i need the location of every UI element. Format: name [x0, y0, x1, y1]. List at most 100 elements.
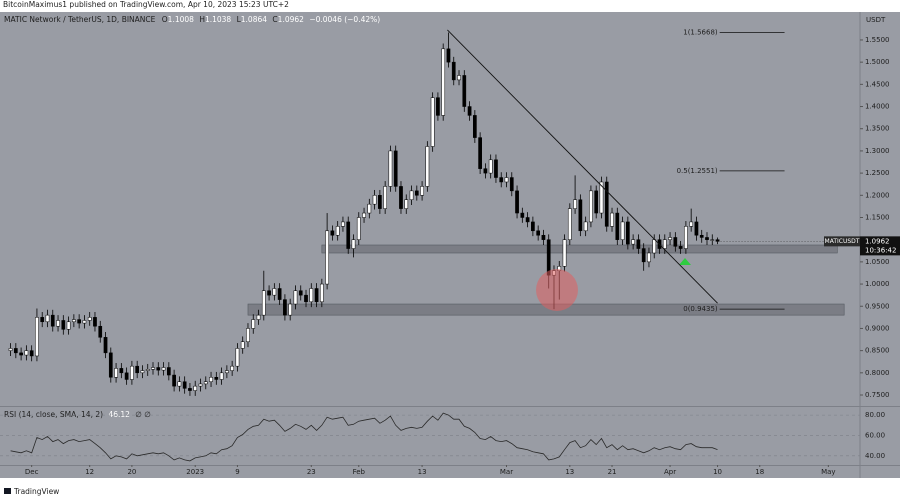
candle-body — [531, 221, 535, 232]
candle-body — [583, 221, 588, 232]
candle-body — [341, 221, 345, 227]
x-tick-label: May — [821, 468, 835, 476]
candle-body — [346, 221, 351, 249]
candle-body — [647, 252, 651, 263]
candle-body — [404, 199, 409, 209]
rsi-line — [10, 412, 718, 462]
candle-body — [283, 299, 287, 316]
candle-body — [488, 159, 493, 174]
candle-body — [135, 365, 140, 374]
ohlc-key: O — [162, 15, 168, 24]
candle-body — [288, 303, 293, 316]
footer: TradingView — [13, 487, 59, 496]
candle-body — [525, 217, 530, 223]
candle-body — [8, 348, 13, 351]
candle-body — [330, 230, 335, 236]
x-tick-label: 21 — [608, 468, 617, 476]
candle-body — [652, 239, 657, 254]
candle-body — [13, 348, 18, 354]
candle-body — [399, 186, 403, 209]
candle-body — [509, 177, 514, 192]
candle-body — [277, 288, 282, 300]
candle-body — [378, 195, 382, 209]
candle-body — [478, 137, 482, 169]
candle-body — [35, 317, 39, 357]
candle-body — [388, 150, 393, 187]
ohlc-key: C — [272, 15, 277, 24]
candle-body — [177, 381, 182, 387]
candle-body — [699, 234, 704, 238]
candle-body — [219, 372, 224, 380]
x-tick-label: 12 — [85, 468, 94, 476]
candle-body — [436, 97, 440, 116]
candle-body — [108, 352, 113, 378]
symbol-tag — [824, 236, 860, 247]
candle-body — [430, 97, 435, 147]
candle-body — [309, 288, 314, 303]
candle-body — [420, 186, 424, 196]
arrow — [679, 258, 691, 265]
candle-body — [87, 317, 92, 321]
ohlc-value: 1.1008 — [168, 15, 194, 24]
candle-body — [272, 288, 277, 296]
x-tick-label: 23 — [307, 468, 316, 476]
currency: USDT — [866, 16, 886, 24]
highlight-circle — [536, 269, 578, 311]
candle-body — [515, 190, 519, 214]
candle-body — [151, 367, 155, 370]
candle-body — [383, 186, 388, 209]
candle-body — [710, 239, 715, 241]
candle-body — [610, 212, 614, 227]
candle-body — [161, 367, 166, 371]
countdown: 10:36:42 — [865, 246, 896, 254]
price-tag-label: 1.0962 — [865, 237, 890, 245]
candle-body — [198, 383, 203, 387]
candle-body — [636, 239, 641, 249]
candle-body — [314, 288, 319, 303]
candle-body — [567, 208, 572, 240]
candle-body — [45, 314, 50, 323]
candle-body — [256, 314, 261, 320]
y-tick-label: 1.3500 — [865, 125, 890, 133]
candle-body — [356, 217, 361, 240]
candle-body — [172, 374, 176, 387]
candle-body — [668, 237, 672, 240]
candle-body — [504, 177, 509, 183]
candle-body — [414, 190, 419, 196]
candle-body — [267, 290, 271, 296]
candle-body — [325, 230, 329, 285]
logo — [4, 488, 11, 494]
y-tick-label: 1.4500 — [865, 80, 890, 88]
candle-body — [604, 181, 609, 227]
candle-body — [246, 328, 250, 343]
candle-body — [673, 237, 678, 247]
rsi-value: 46.12 — [108, 410, 130, 419]
candle-body — [351, 239, 356, 249]
trendline — [447, 29, 718, 304]
candle-body — [562, 239, 567, 267]
candle-body — [462, 75, 467, 107]
candle-body — [166, 367, 171, 376]
candle-body — [72, 319, 76, 323]
candle-body — [631, 239, 635, 245]
candle-body — [367, 203, 372, 214]
candle-body — [119, 368, 124, 374]
candle-body — [209, 377, 213, 382]
candle-body — [240, 341, 245, 349]
candle-body — [50, 314, 55, 327]
x-tick-label: Apr — [664, 468, 676, 476]
x-tick-label: 13 — [418, 468, 427, 476]
candle-body — [182, 381, 187, 389]
candle-body — [467, 106, 472, 116]
candle-body — [499, 177, 504, 183]
candle-body — [214, 377, 219, 380]
candle-body — [678, 246, 683, 249]
candle-body — [24, 350, 29, 356]
fib-label: 0(0.9435) — [683, 305, 718, 313]
price-tag — [860, 236, 900, 256]
y-tick-label: 0.9000 — [865, 324, 890, 332]
candle-body — [56, 320, 60, 327]
candle-body — [372, 195, 377, 205]
candle-body — [641, 248, 646, 263]
